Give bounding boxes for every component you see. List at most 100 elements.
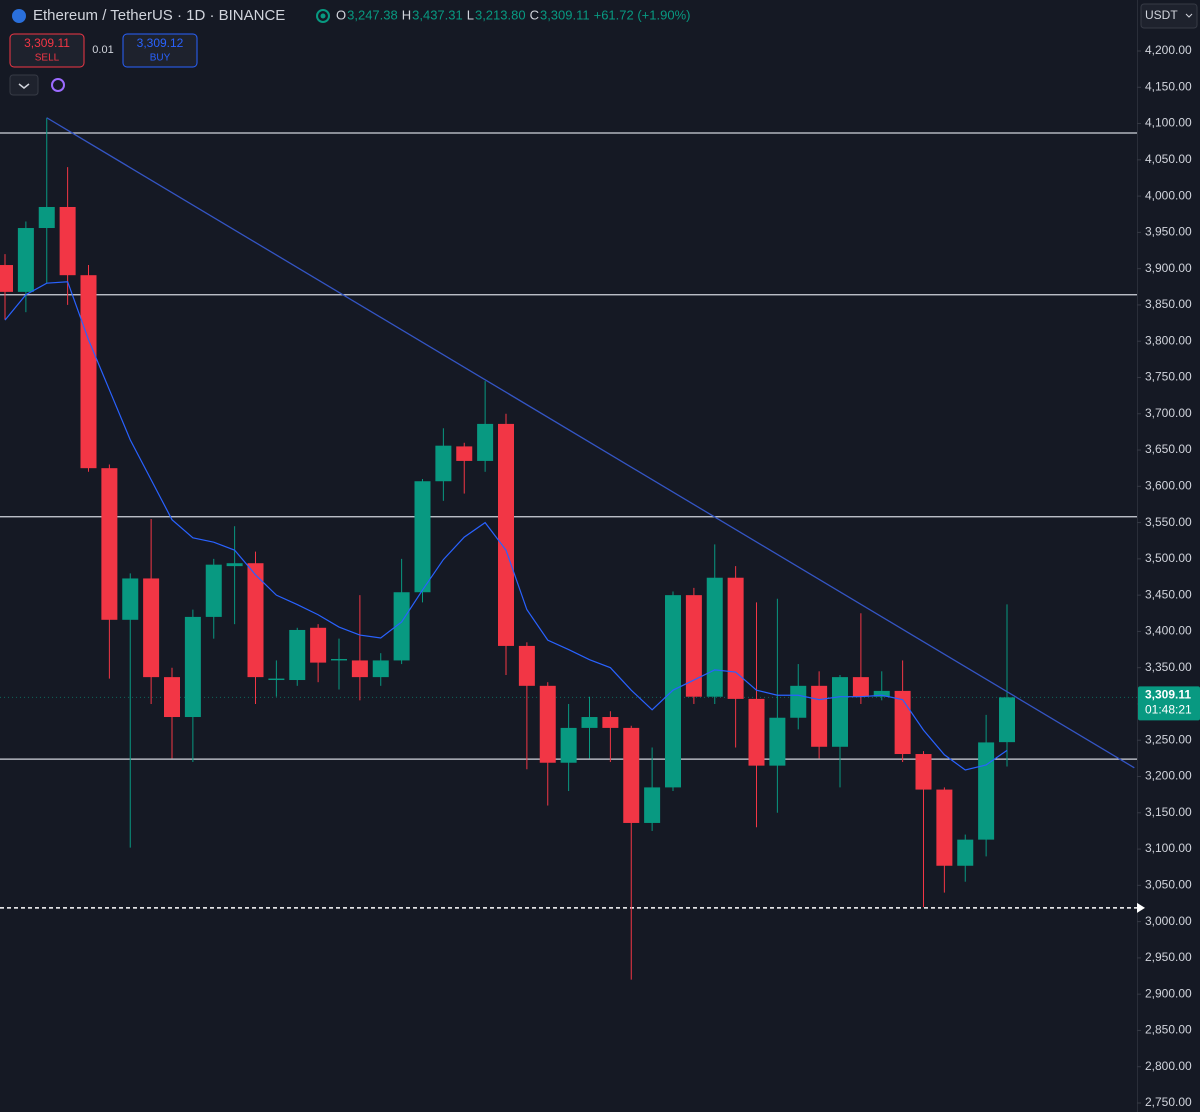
ohlc-value: 3,309.11 (540, 7, 590, 22)
candle-body (0, 265, 13, 292)
candle-body (310, 627, 327, 663)
y-tick-label: 3,950.00 (1145, 225, 1192, 239)
candle-body (957, 839, 974, 866)
candle-body (665, 595, 681, 788)
candle-body (623, 727, 640, 823)
ohlc-legend: O 3,247.38 H 3,437.31 L 3,213.80 C 3,309.11 +61.… (336, 7, 690, 22)
y-tick-label: 4,000.00 (1145, 188, 1192, 202)
y-tick-label: 2,800.00 (1145, 1059, 1192, 1073)
y-tick-label: 3,250.00 (1145, 732, 1192, 746)
candle-body (498, 423, 514, 646)
currency[interactable]: USDT (1145, 8, 1178, 22)
y-tick-label: 3,200.00 (1145, 769, 1192, 783)
moving-average (4, 281, 1008, 771)
candle-body (894, 690, 911, 755)
plot (0, 117, 1137, 980)
sell-button[interactable] (9, 33, 85, 68)
y-tick-label: 3,800.00 (1145, 333, 1192, 347)
candle-body (477, 423, 494, 461)
change: +61.72 (+1.90%) (594, 7, 691, 22)
y-tick-label: 3,350.00 (1145, 660, 1192, 674)
candle-body (414, 481, 431, 593)
candle-body (790, 685, 807, 718)
candle-body (372, 660, 389, 678)
buy-label[interactable]: BUY (150, 53, 171, 64)
ohlc-value: 3,247.38 (347, 7, 398, 22)
y-tick-label: 3,850.00 (1145, 297, 1192, 311)
candle-body (581, 717, 598, 728)
candle-body (999, 697, 1015, 743)
y-tick-label: 3,050.00 (1145, 878, 1192, 892)
candle-body (268, 678, 285, 681)
candle-body (164, 677, 180, 718)
y-tick-label: 3,150.00 (1145, 805, 1192, 819)
y-tick-label: 3,500.00 (1145, 551, 1192, 565)
candle-body (685, 595, 702, 697)
candle-body (122, 578, 139, 620)
sell-price[interactable]: 3,309.11 (24, 36, 70, 50)
sell-label[interactable]: SELL (35, 53, 60, 64)
candle-body (226, 563, 243, 567)
y-tick-label: 3,400.00 (1145, 624, 1192, 638)
y-tick-label: 4,100.00 (1145, 116, 1192, 130)
candle-body (456, 446, 473, 461)
y-tick-label: 2,900.00 (1145, 986, 1192, 1000)
countdown: 01:48:21 (1145, 703, 1192, 717)
trendline (46, 117, 1135, 769)
candle-body (143, 578, 160, 678)
candle-body (748, 698, 765, 766)
collapse-button[interactable] (9, 74, 39, 96)
chevron-icon (18, 83, 30, 89)
candle-body (59, 206, 76, 276)
candle-body (560, 727, 577, 763)
candle-body (80, 275, 97, 469)
y-tick-label: 3,100.00 (1145, 841, 1192, 855)
buy-button[interactable] (122, 33, 198, 68)
y-tick-label: 3,700.00 (1145, 406, 1192, 420)
y-tick-label: 3,600.00 (1145, 478, 1192, 492)
status-icon (316, 9, 330, 23)
spread: 0.01 (92, 44, 113, 56)
y-tick-label: 3,650.00 (1145, 442, 1192, 456)
candle-body (832, 677, 848, 747)
y-tick-label: 2,850.00 (1145, 1023, 1192, 1037)
ohlc-value: 3,213.80 (475, 7, 526, 22)
ohlc-key: L (467, 7, 474, 22)
candle-body (915, 754, 932, 790)
candle-body (602, 717, 619, 728)
symbol-icon (12, 9, 26, 23)
currency-chevron (1185, 13, 1193, 18)
candle-body (644, 787, 661, 823)
y-tick-label: 2,950.00 (1145, 950, 1192, 964)
y-tick-label: 2,750.00 (1145, 1095, 1192, 1109)
last-price-badge (1138, 686, 1200, 721)
y-tick-label: 3,750.00 (1145, 370, 1192, 384)
ohlc-value: 3,437.31 (412, 7, 463, 22)
candle-body (101, 468, 118, 620)
last-price-label: 3,309.11 (1145, 688, 1191, 702)
candle-body (706, 577, 723, 697)
candle-body (978, 742, 995, 840)
y-tick-label: 3,000.00 (1145, 914, 1192, 928)
y-tick-label: 4,050.00 (1145, 152, 1192, 166)
candle-body (393, 592, 410, 661)
status-dot (320, 13, 326, 19)
candle-body (727, 577, 744, 699)
buy-price[interactable]: 3,309.12 (137, 36, 184, 50)
candle-body (38, 206, 55, 229)
currency-button[interactable] (1140, 3, 1198, 29)
candle-body (852, 677, 869, 697)
ohlc-key: O (336, 7, 346, 22)
candle-body (873, 690, 890, 697)
candle-body (811, 685, 828, 747)
y-tick-label: 4,150.00 (1145, 79, 1192, 93)
candle-body (289, 629, 306, 681)
symbol: Ethereum / TetherUS · 1D · BINANCE (33, 7, 285, 24)
y-tick-label: 4,200.00 (1145, 43, 1192, 57)
ohlc-key: H (402, 7, 411, 22)
indicator-icon[interactable] (51, 78, 65, 92)
level-arrow (1137, 902, 1145, 913)
candle-body (518, 645, 535, 686)
candle-body (936, 789, 953, 866)
